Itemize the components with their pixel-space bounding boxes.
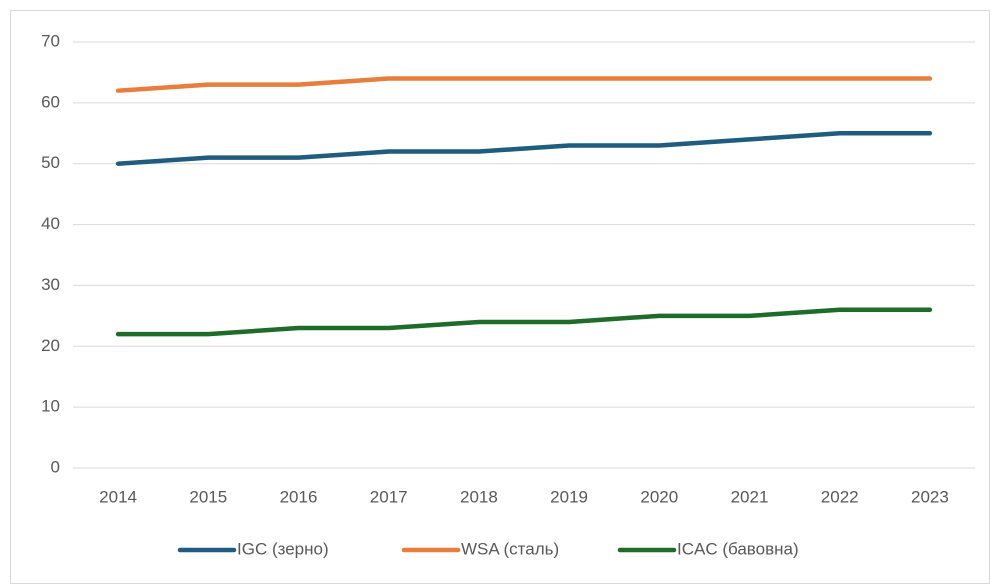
legend-label: ICAC (бавовна) <box>677 539 799 558</box>
y-tick-label: 30 <box>41 275 60 294</box>
y-tick-label: 60 <box>41 92 60 111</box>
legend-label: IGC (зерно) <box>237 539 329 558</box>
x-tick-label: 2022 <box>821 487 859 506</box>
x-tick-label: 2019 <box>550 487 588 506</box>
y-tick-label: 10 <box>41 397 60 416</box>
y-tick-label: 50 <box>41 153 60 172</box>
y-tick-label: 70 <box>41 31 60 50</box>
x-tick-label: 2015 <box>189 487 227 506</box>
chart-border <box>10 10 990 584</box>
x-tick-label: 2014 <box>99 487 137 506</box>
y-tick-label: 0 <box>51 457 60 476</box>
series-line <box>115 307 933 337</box>
x-tick-label: 2021 <box>731 487 769 506</box>
x-tick-label: 2020 <box>640 487 678 506</box>
legend-label: WSA (сталь) <box>461 539 559 558</box>
x-tick-label: 2023 <box>911 487 949 506</box>
x-tick-label: 2018 <box>460 487 498 506</box>
y-tick-label: 20 <box>41 336 60 355</box>
x-tick-label: 2016 <box>280 487 318 506</box>
x-tick-label: 2017 <box>370 487 408 506</box>
series-line <box>115 131 933 166</box>
y-tick-label: 40 <box>41 214 60 233</box>
series-line <box>115 76 933 93</box>
